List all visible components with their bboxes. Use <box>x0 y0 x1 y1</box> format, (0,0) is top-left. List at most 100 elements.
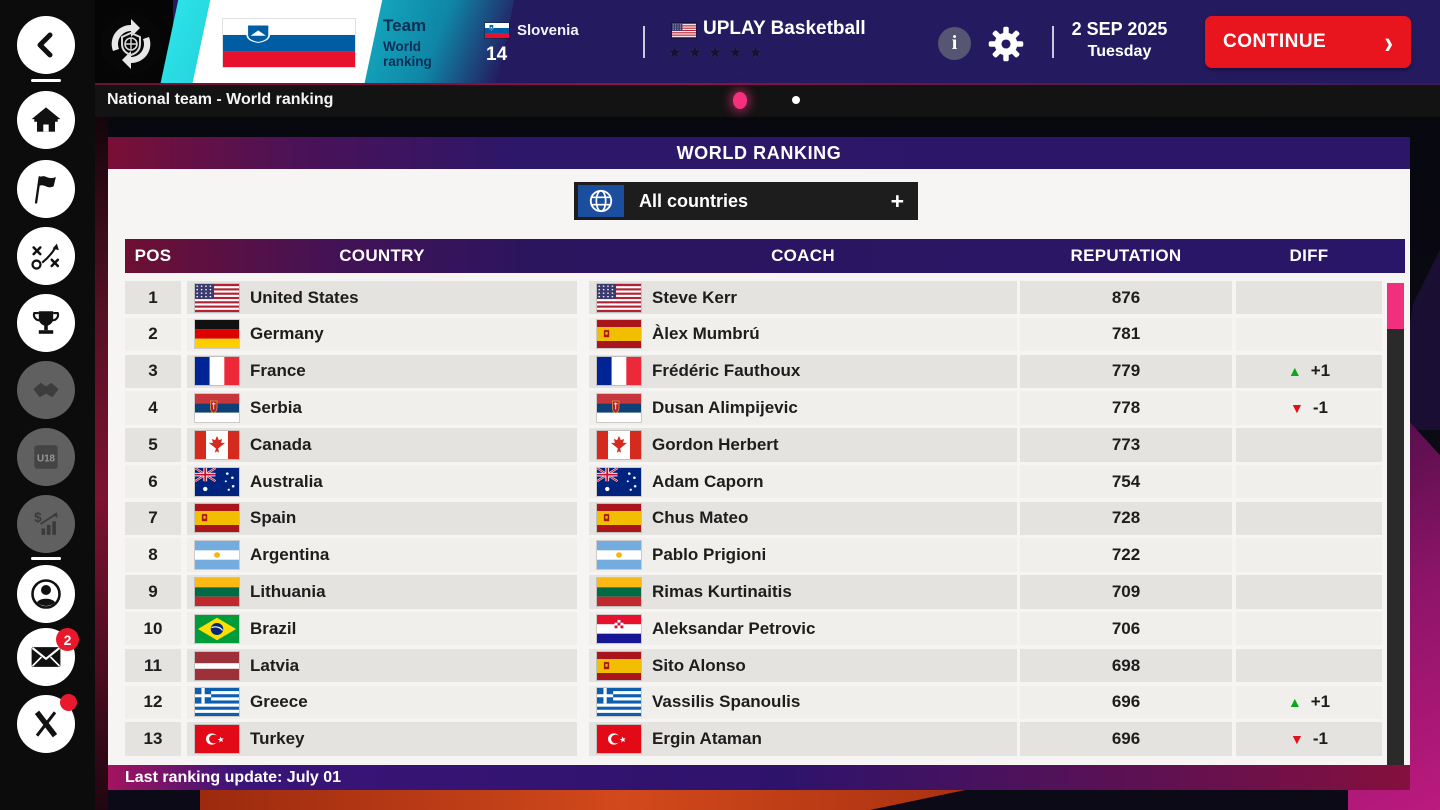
screen-label-primary: Team <box>383 16 427 35</box>
x-logo-icon <box>34 710 58 738</box>
country-flag-icon <box>195 577 239 606</box>
row-country[interactable]: Serbia <box>187 391 577 425</box>
row-coach[interactable]: Steve Kerr <box>589 281 1017 315</box>
club-flag-small <box>672 23 696 38</box>
row-diff <box>1236 464 1382 499</box>
ranking-footer-bar: Last ranking update: July 01 <box>108 765 1410 790</box>
country-flag-icon <box>195 651 239 680</box>
carousel-dot[interactable] <box>792 96 800 104</box>
home-icon <box>31 107 61 132</box>
trophy-icon <box>32 311 60 334</box>
sidebar-item-finances-disabled: $ <box>17 495 75 553</box>
scrollbar-thumb[interactable] <box>1387 283 1404 329</box>
row-coach[interactable]: Ergin Ataman <box>589 722 1017 756</box>
row-coach[interactable]: Dusan Alimpijevic <box>589 391 1017 425</box>
row-country[interactable]: Germany <box>187 317 577 352</box>
column-reputation: REPUTATION <box>1070 246 1182 265</box>
row-country[interactable]: France <box>187 354 577 388</box>
country-flag-icon <box>195 614 239 643</box>
row-coach[interactable]: Gordon Herbert <box>589 428 1017 462</box>
row-reputation: 778 <box>1020 391 1232 425</box>
backdrop-shape <box>95 117 108 810</box>
row-coach[interactable]: Àlex Mumbrú <box>589 317 1017 352</box>
row-coach[interactable]: Pablo Prigioni <box>589 538 1017 572</box>
svg-text:U18: U18 <box>37 454 56 465</box>
back-button[interactable] <box>17 16 75 74</box>
sidebar-item-profile[interactable] <box>17 565 75 623</box>
settings-button[interactable] <box>986 24 1026 69</box>
coach-flag-icon <box>597 614 641 643</box>
country-flag-icon <box>195 725 239 754</box>
coach-flag-icon <box>597 577 641 606</box>
country-flag-icon <box>195 504 239 533</box>
continue-label: CONTINUE <box>1223 31 1327 52</box>
row-position: 2 <box>125 317 181 352</box>
row-country[interactable]: Brazil <box>187 612 577 646</box>
game-date: 2 SEP 2025 Tuesday <box>1062 18 1177 63</box>
chevron-right-icon: › <box>1384 24 1393 60</box>
sidebar-item-competitions[interactable] <box>17 294 75 352</box>
team-name: Slovenia <box>517 22 579 39</box>
row-coach[interactable]: Chus Mateo <box>589 501 1017 536</box>
tactics-icon <box>31 243 60 270</box>
row-country[interactable]: Greece <box>187 685 577 719</box>
sidebar-item-national-team[interactable] <box>17 160 75 218</box>
row-country[interactable]: Australia <box>187 464 577 499</box>
row-country[interactable]: Argentina <box>187 538 577 572</box>
world-ranking-panel: WORLD RANKING All countries + POS COUNTR… <box>108 137 1410 790</box>
row-position: 12 <box>125 685 181 719</box>
row-position: 8 <box>125 538 181 572</box>
row-coach[interactable]: Aleksandar Petrovic <box>589 612 1017 646</box>
row-country[interactable]: Latvia <box>187 648 577 683</box>
table-row: 2 Germany Àlex Mumbrú 781 <box>125 317 1405 352</box>
coach-flag-icon <box>597 430 641 459</box>
game-logo[interactable] <box>100 13 162 80</box>
row-coach[interactable]: Vassilis Spanoulis <box>589 685 1017 719</box>
carousel-dot-active[interactable] <box>733 92 747 109</box>
row-reputation: 706 <box>1020 612 1232 646</box>
table-row: 10 Brazil Aleksandar Petrovic 706 <box>125 612 1405 646</box>
row-diff <box>1236 575 1382 609</box>
row-coach[interactable]: Rimas Kurtinaitis <box>589 575 1017 609</box>
row-diff: ▼ -1 <box>1236 391 1382 425</box>
row-country[interactable]: Turkey <box>187 722 577 756</box>
breadcrumb-bar: National team - World ranking <box>95 85 1440 117</box>
row-reputation: 773 <box>1020 428 1232 462</box>
handshake-icon <box>33 382 59 398</box>
country-filter-dropdown[interactable]: All countries + <box>574 182 918 220</box>
coach-flag-icon <box>597 725 641 754</box>
row-position: 3 <box>125 354 181 388</box>
row-coach[interactable]: Sito Alonso <box>589 648 1017 683</box>
country-flag-icon <box>195 541 239 570</box>
table-row: 8 Argentina Pablo Prigioni 722 <box>125 538 1405 572</box>
backdrop-shape <box>200 789 970 810</box>
finance-icon: $ <box>34 510 58 535</box>
table-row: 9 Lithuania Rimas Kurtinaitis 709 <box>125 575 1405 609</box>
table-row: 1 United States Steve Kerr 876 <box>125 281 1405 315</box>
row-country[interactable]: Canada <box>187 428 577 462</box>
social-x-dot <box>60 694 77 711</box>
continue-button[interactable]: CONTINUE › <box>1205 16 1411 68</box>
country-flag-icon <box>195 320 239 349</box>
expand-plus-icon: + <box>890 187 904 214</box>
team-flag-small <box>485 23 509 38</box>
sidebar: U18 $ 2 <box>0 0 95 810</box>
sidebar-item-social-x[interactable] <box>17 695 75 753</box>
screen-label-secondary: World ranking <box>383 39 432 69</box>
back-chevron-icon <box>37 32 53 58</box>
table-row: 12 Greece Vassilis Spanoulis 696 ▲ +1 <box>125 685 1405 719</box>
coach-flag-icon <box>597 688 641 717</box>
row-coach[interactable]: Adam Caporn <box>589 464 1017 499</box>
info-button[interactable]: i <box>938 27 971 60</box>
sidebar-item-tactics[interactable] <box>17 227 75 285</box>
table-row: 7 Spain Chus Mateo 728 <box>125 501 1405 536</box>
row-coach[interactable]: Frédéric Fauthoux <box>589 354 1017 388</box>
coach-flag-icon <box>597 504 641 533</box>
table-row: 13 Turkey Ergin Ataman 696 ▼ -1 <box>125 722 1405 756</box>
sidebar-item-home[interactable] <box>17 91 75 149</box>
topbar: Team World ranking Slovenia 14 UPLAY Bas… <box>95 0 1440 85</box>
row-country[interactable]: Spain <box>187 501 577 536</box>
row-country[interactable]: United States <box>187 281 577 315</box>
scrollbar-track[interactable] <box>1387 283 1404 765</box>
row-country[interactable]: Lithuania <box>187 575 577 609</box>
